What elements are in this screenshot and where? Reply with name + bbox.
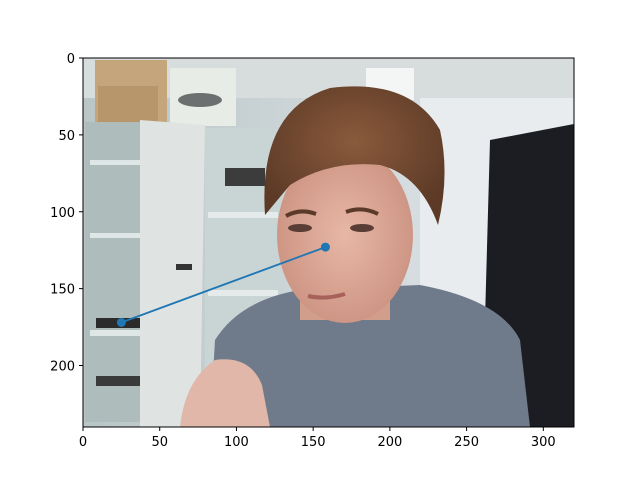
series-line-0 xyxy=(121,246,326,324)
x-tick-label: 300 xyxy=(531,435,556,450)
axes-frame xyxy=(82,57,575,428)
data-point-1 xyxy=(320,242,330,252)
y-tick-label: 200 xyxy=(50,360,75,375)
y-tick-label: 100 xyxy=(50,206,75,221)
x-tick-label: 0 xyxy=(79,435,87,450)
x-tick-label: 50 xyxy=(151,435,168,450)
y-tick-label: 150 xyxy=(50,283,75,298)
x-tick-label: 200 xyxy=(377,435,402,450)
data-point-0 xyxy=(116,317,126,327)
x-tick-label: 100 xyxy=(224,435,249,450)
y-tick-label: 0 xyxy=(67,52,75,67)
x-axis: 0 50 100 150 200 250 300 xyxy=(79,427,556,450)
y-tick-label: 50 xyxy=(58,129,75,144)
y-axis: 0 50 100 150 200 xyxy=(50,52,83,375)
x-tick-label: 150 xyxy=(301,435,326,450)
x-tick-label: 250 xyxy=(454,435,479,450)
series-layer xyxy=(116,242,330,327)
background-photo xyxy=(83,58,574,427)
